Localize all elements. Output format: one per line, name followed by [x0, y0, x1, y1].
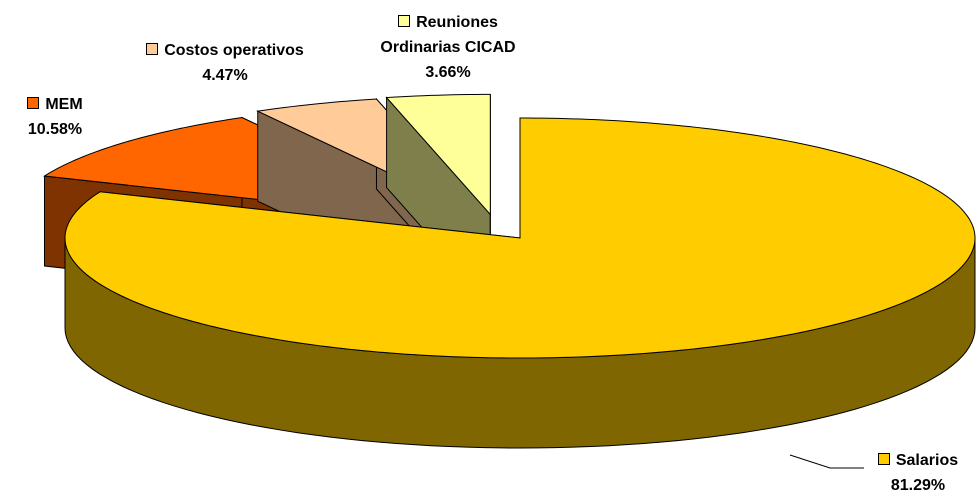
label-name: Reuniones Ordinarias CICAD	[380, 14, 516, 56]
slice	[64, 117, 976, 359]
leader-line	[789, 454, 864, 469]
slice	[385, 93, 491, 216]
label-value: 3.66%	[425, 64, 471, 81]
label-value: 4.47%	[202, 67, 248, 84]
label-value: 81.29%	[890, 477, 946, 494]
legend-swatch	[398, 15, 411, 27]
legend-swatch	[146, 43, 159, 55]
legend-swatch	[877, 453, 890, 465]
label-name: Costos operativos	[164, 42, 304, 59]
data-label: Reuniones Ordinarias CICAD 3.66%	[363, 10, 533, 85]
legend-swatch	[27, 97, 40, 109]
label-name: MEM	[45, 96, 83, 113]
label-value: 10.58%	[27, 121, 83, 138]
label-name: Salarios	[895, 452, 959, 469]
data-label: Salarios 81.29%	[858, 448, 976, 495]
data-label: MEM 10.58%	[0, 92, 115, 142]
data-label: Costos operativos 4.47%	[125, 38, 325, 88]
